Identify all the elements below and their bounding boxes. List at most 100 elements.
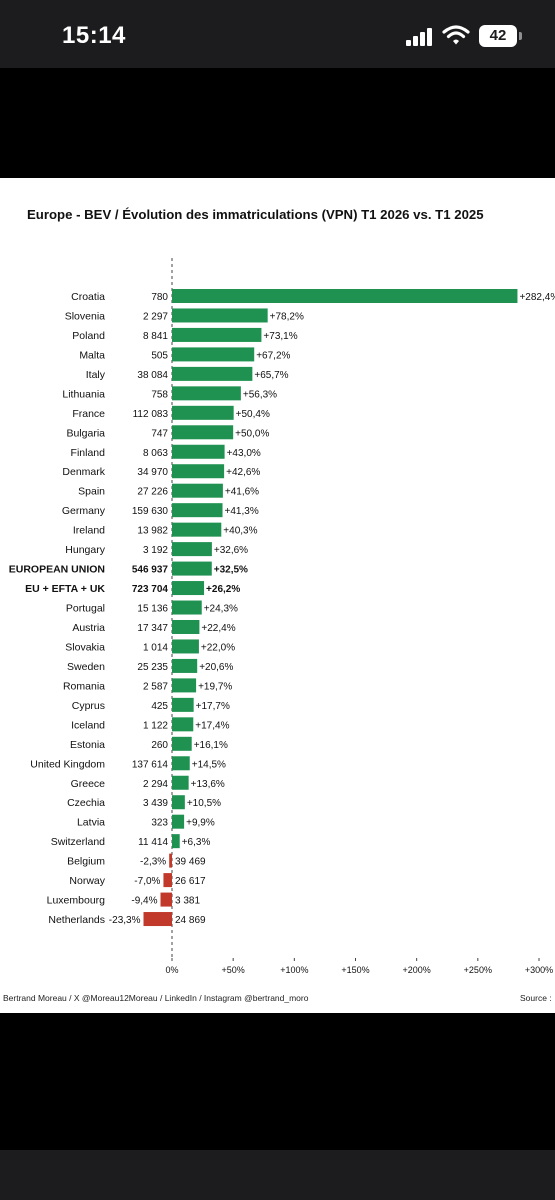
count-label: 546 937	[132, 565, 169, 576]
pct-label: +73,1%	[263, 331, 297, 342]
pct-label: +67,2%	[256, 350, 290, 361]
category-label: Ireland	[73, 525, 105, 537]
category-label: Malta	[79, 349, 105, 361]
bar	[163, 873, 172, 888]
category-label: Denmark	[62, 466, 105, 478]
chart-panel: Europe - BEV / Évolution des immatricula…	[0, 178, 555, 1013]
count-label: 38 084	[137, 370, 168, 381]
category-label: Slovakia	[65, 641, 105, 653]
status-time: 15:14	[62, 22, 126, 49]
x-tick-label: +150%	[341, 965, 369, 975]
pct-label: +41,3%	[225, 506, 259, 517]
pct-label: +16,1%	[194, 740, 228, 751]
pct-label: +78,2%	[270, 311, 304, 322]
pct-label: +42,6%	[226, 467, 260, 478]
category-label: Sweden	[67, 661, 105, 673]
x-tick-label: +300%	[525, 965, 553, 975]
count-label: 8 063	[143, 448, 168, 459]
pct-label: +6,3%	[182, 837, 211, 848]
pct-label: -23,3%	[109, 915, 141, 926]
pct-label: +56,3%	[243, 389, 277, 400]
count-label: 17 347	[137, 623, 168, 634]
count-label: 758	[151, 389, 168, 400]
bar	[172, 308, 268, 323]
category-label: Finland	[71, 447, 106, 459]
count-label: 723 704	[132, 584, 169, 595]
count-label: 2 294	[143, 779, 168, 790]
category-label: Greece	[71, 778, 106, 790]
pct-label: -9,4%	[131, 896, 157, 907]
category-label: Romania	[63, 680, 105, 692]
bar	[172, 795, 185, 810]
bar	[169, 853, 172, 868]
pct-label: +40,3%	[223, 526, 257, 537]
bar	[172, 386, 241, 401]
bar	[172, 619, 200, 634]
bar	[172, 483, 223, 498]
bar	[172, 756, 190, 771]
category-label: Spain	[78, 486, 105, 498]
pct-label: +41,6%	[225, 487, 259, 498]
pct-label: +13,6%	[191, 779, 225, 790]
count-label: 3 192	[143, 545, 168, 556]
x-tick-label: +200%	[403, 965, 431, 975]
bar	[172, 717, 194, 732]
battery-level: 42	[489, 27, 507, 44]
category-label: Netherlands	[48, 914, 105, 926]
bar	[172, 464, 225, 479]
bar	[172, 658, 198, 673]
bar	[160, 892, 172, 907]
count-label: 260	[151, 740, 168, 751]
count-label: 2 587	[143, 681, 168, 692]
category-label: Belgium	[67, 856, 105, 868]
pct-label: +24,3%	[204, 604, 238, 615]
bar-chart: Europe - BEV / Évolution des immatricula…	[3, 207, 555, 1003]
count-label: 112 083	[133, 409, 169, 420]
count-label: 425	[151, 701, 168, 712]
category-label: EU + EFTA + UK	[25, 583, 105, 595]
count-label: 15 136	[137, 604, 168, 615]
chart-title: Europe - BEV / Évolution des immatricula…	[27, 207, 484, 222]
count-label: 11 414	[138, 837, 168, 848]
bar	[172, 814, 185, 829]
count-label: 24 869	[175, 915, 206, 926]
x-tick-label: +250%	[464, 965, 492, 975]
bottom-bar	[0, 1150, 555, 1200]
pct-label: +17,4%	[195, 720, 229, 731]
pct-label: +50,4%	[236, 409, 270, 420]
footer-source: Source :	[520, 993, 552, 1003]
bar	[172, 327, 262, 342]
count-label: 13 982	[137, 526, 168, 537]
category-label: United Kingdom	[30, 758, 105, 770]
bar	[172, 678, 197, 693]
pct-label: +26,2%	[206, 584, 240, 595]
count-label: 25 235	[137, 662, 168, 673]
footer-credit: Bertrand Moreau / X @Moreau12Moreau / Li…	[3, 993, 309, 1003]
category-label: Croatia	[71, 291, 105, 303]
count-label: 137 614	[132, 759, 169, 770]
bar	[172, 444, 225, 459]
pct-label: +282,4%	[519, 292, 555, 303]
category-label: Lithuania	[62, 388, 105, 400]
category-label: Iceland	[71, 719, 105, 731]
bar	[172, 736, 192, 751]
count-label: 34 970	[137, 467, 168, 478]
category-label: Portugal	[66, 603, 105, 615]
battery-tip	[519, 32, 522, 40]
category-label: Luxembourg	[47, 895, 106, 907]
category-label: EUROPEAN UNION	[9, 564, 105, 576]
category-label: Cyprus	[72, 700, 105, 712]
bar	[172, 697, 194, 712]
category-label: France	[72, 408, 105, 420]
wifi-icon	[442, 25, 470, 45]
count-label: 747	[151, 428, 168, 439]
count-label: 323	[151, 818, 168, 829]
pct-label: +65,7%	[254, 370, 288, 381]
pct-label: +32,5%	[214, 565, 248, 576]
bar	[143, 912, 172, 927]
count-label: 780	[151, 292, 168, 303]
count-label: 159 630	[132, 506, 169, 517]
pct-label: -7,0%	[134, 876, 160, 887]
pct-label: +14,5%	[192, 759, 226, 770]
count-label: 1 014	[143, 642, 168, 653]
